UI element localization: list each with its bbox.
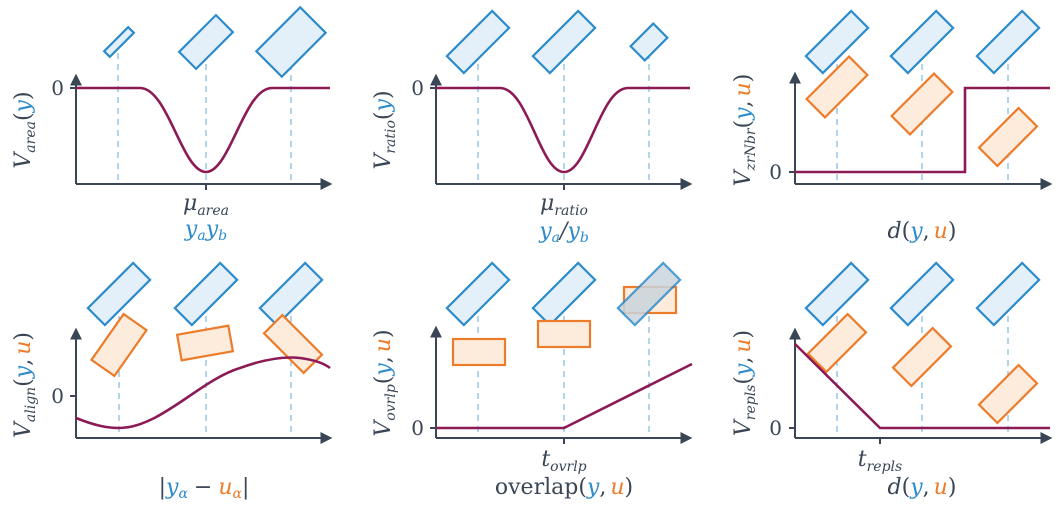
zero-tick-label: 0 — [51, 384, 64, 408]
zero-tick-label: 0 — [51, 76, 64, 100]
x-tick-label: tovrlp — [541, 447, 586, 475]
potential-curve — [794, 343, 1050, 430]
neighbor-box — [536, 319, 592, 349]
neighbor-box — [977, 363, 1039, 425]
candidate-box — [86, 261, 152, 327]
y-axis-label: Vrepls(y,u) — [731, 330, 759, 436]
neighbor-box — [977, 106, 1039, 168]
zero-tick-label: 0 — [769, 160, 782, 184]
candidate-box — [531, 261, 597, 327]
neighbor-box — [890, 72, 954, 136]
potential-curve — [436, 362, 693, 430]
candidate-box — [445, 261, 511, 327]
panel-align: 0 Valign(y,u) |yα − uα| — [11, 261, 333, 502]
zero-tick-label: 0 — [769, 416, 782, 440]
candidate-box — [173, 261, 239, 327]
potential-curve — [75, 356, 331, 430]
panel-area: 0 Varea(y) μarea yayb — [11, 5, 333, 244]
zero-tick-label: 0 — [411, 416, 424, 440]
candidate-box — [804, 261, 870, 327]
candidate-box — [804, 9, 870, 75]
potential-curve — [795, 86, 1050, 174]
y-axis-label: Varea(y) — [11, 91, 39, 168]
candidate-box — [889, 261, 955, 327]
x-axis-label: d(y, u) — [888, 219, 957, 244]
y-axis-label: Vratio(y) — [371, 90, 399, 169]
candidate-box — [102, 25, 136, 59]
x-axis-label: d(y, u) — [888, 475, 957, 500]
panel-zrnbr: 0 VzrNbr(y,u) d(y, u) — [731, 9, 1053, 244]
potential-curve — [76, 86, 330, 174]
neighbor-box — [89, 312, 149, 378]
neighbor-box — [451, 337, 507, 367]
y-axis-label: Vovrlp(y,u) — [371, 329, 399, 436]
candidate-box — [258, 261, 324, 327]
y-axis-label: Valign(y,u) — [11, 332, 39, 438]
zero-tick-label: 0 — [411, 76, 424, 100]
neighbor-box — [891, 326, 953, 388]
neighbor-box — [262, 313, 324, 375]
x-axis-label: overlap(y, u) — [495, 475, 633, 500]
panel-overlap: 0 Vovrlp(y,u) tovrlp overlap(y, u) — [371, 261, 693, 500]
x-tick-label: μratio — [540, 191, 588, 219]
overlapping-candidate-box — [616, 261, 682, 327]
x-axis-label: |yα − uα| — [159, 475, 250, 502]
candidate-box — [975, 9, 1041, 75]
candidate-box — [531, 9, 597, 75]
candidate-box — [445, 9, 511, 75]
x-tick-label: μarea — [183, 191, 229, 219]
neighbor-box — [806, 312, 868, 374]
candidate-box — [975, 261, 1041, 327]
candidate-box — [254, 5, 328, 79]
potential-curve — [436, 86, 690, 174]
x-axis-label: yayb — [184, 217, 227, 244]
x-axis-label: ya/yb — [538, 219, 589, 246]
candidate-box — [889, 9, 955, 75]
x-tick-label: trepls — [858, 447, 902, 475]
panel-ratio: 0 Vratio(y) μratio ya/yb — [371, 9, 693, 246]
panel-repls: 0 Vrepls(y,u) trepls d(y, u) — [731, 261, 1053, 500]
y-axis-label: VzrNbr(y,u) — [731, 74, 759, 187]
neighbor-box — [805, 55, 869, 119]
candidate-box — [629, 22, 669, 62]
neighbor-box — [175, 324, 235, 362]
candidate-box — [177, 13, 235, 71]
